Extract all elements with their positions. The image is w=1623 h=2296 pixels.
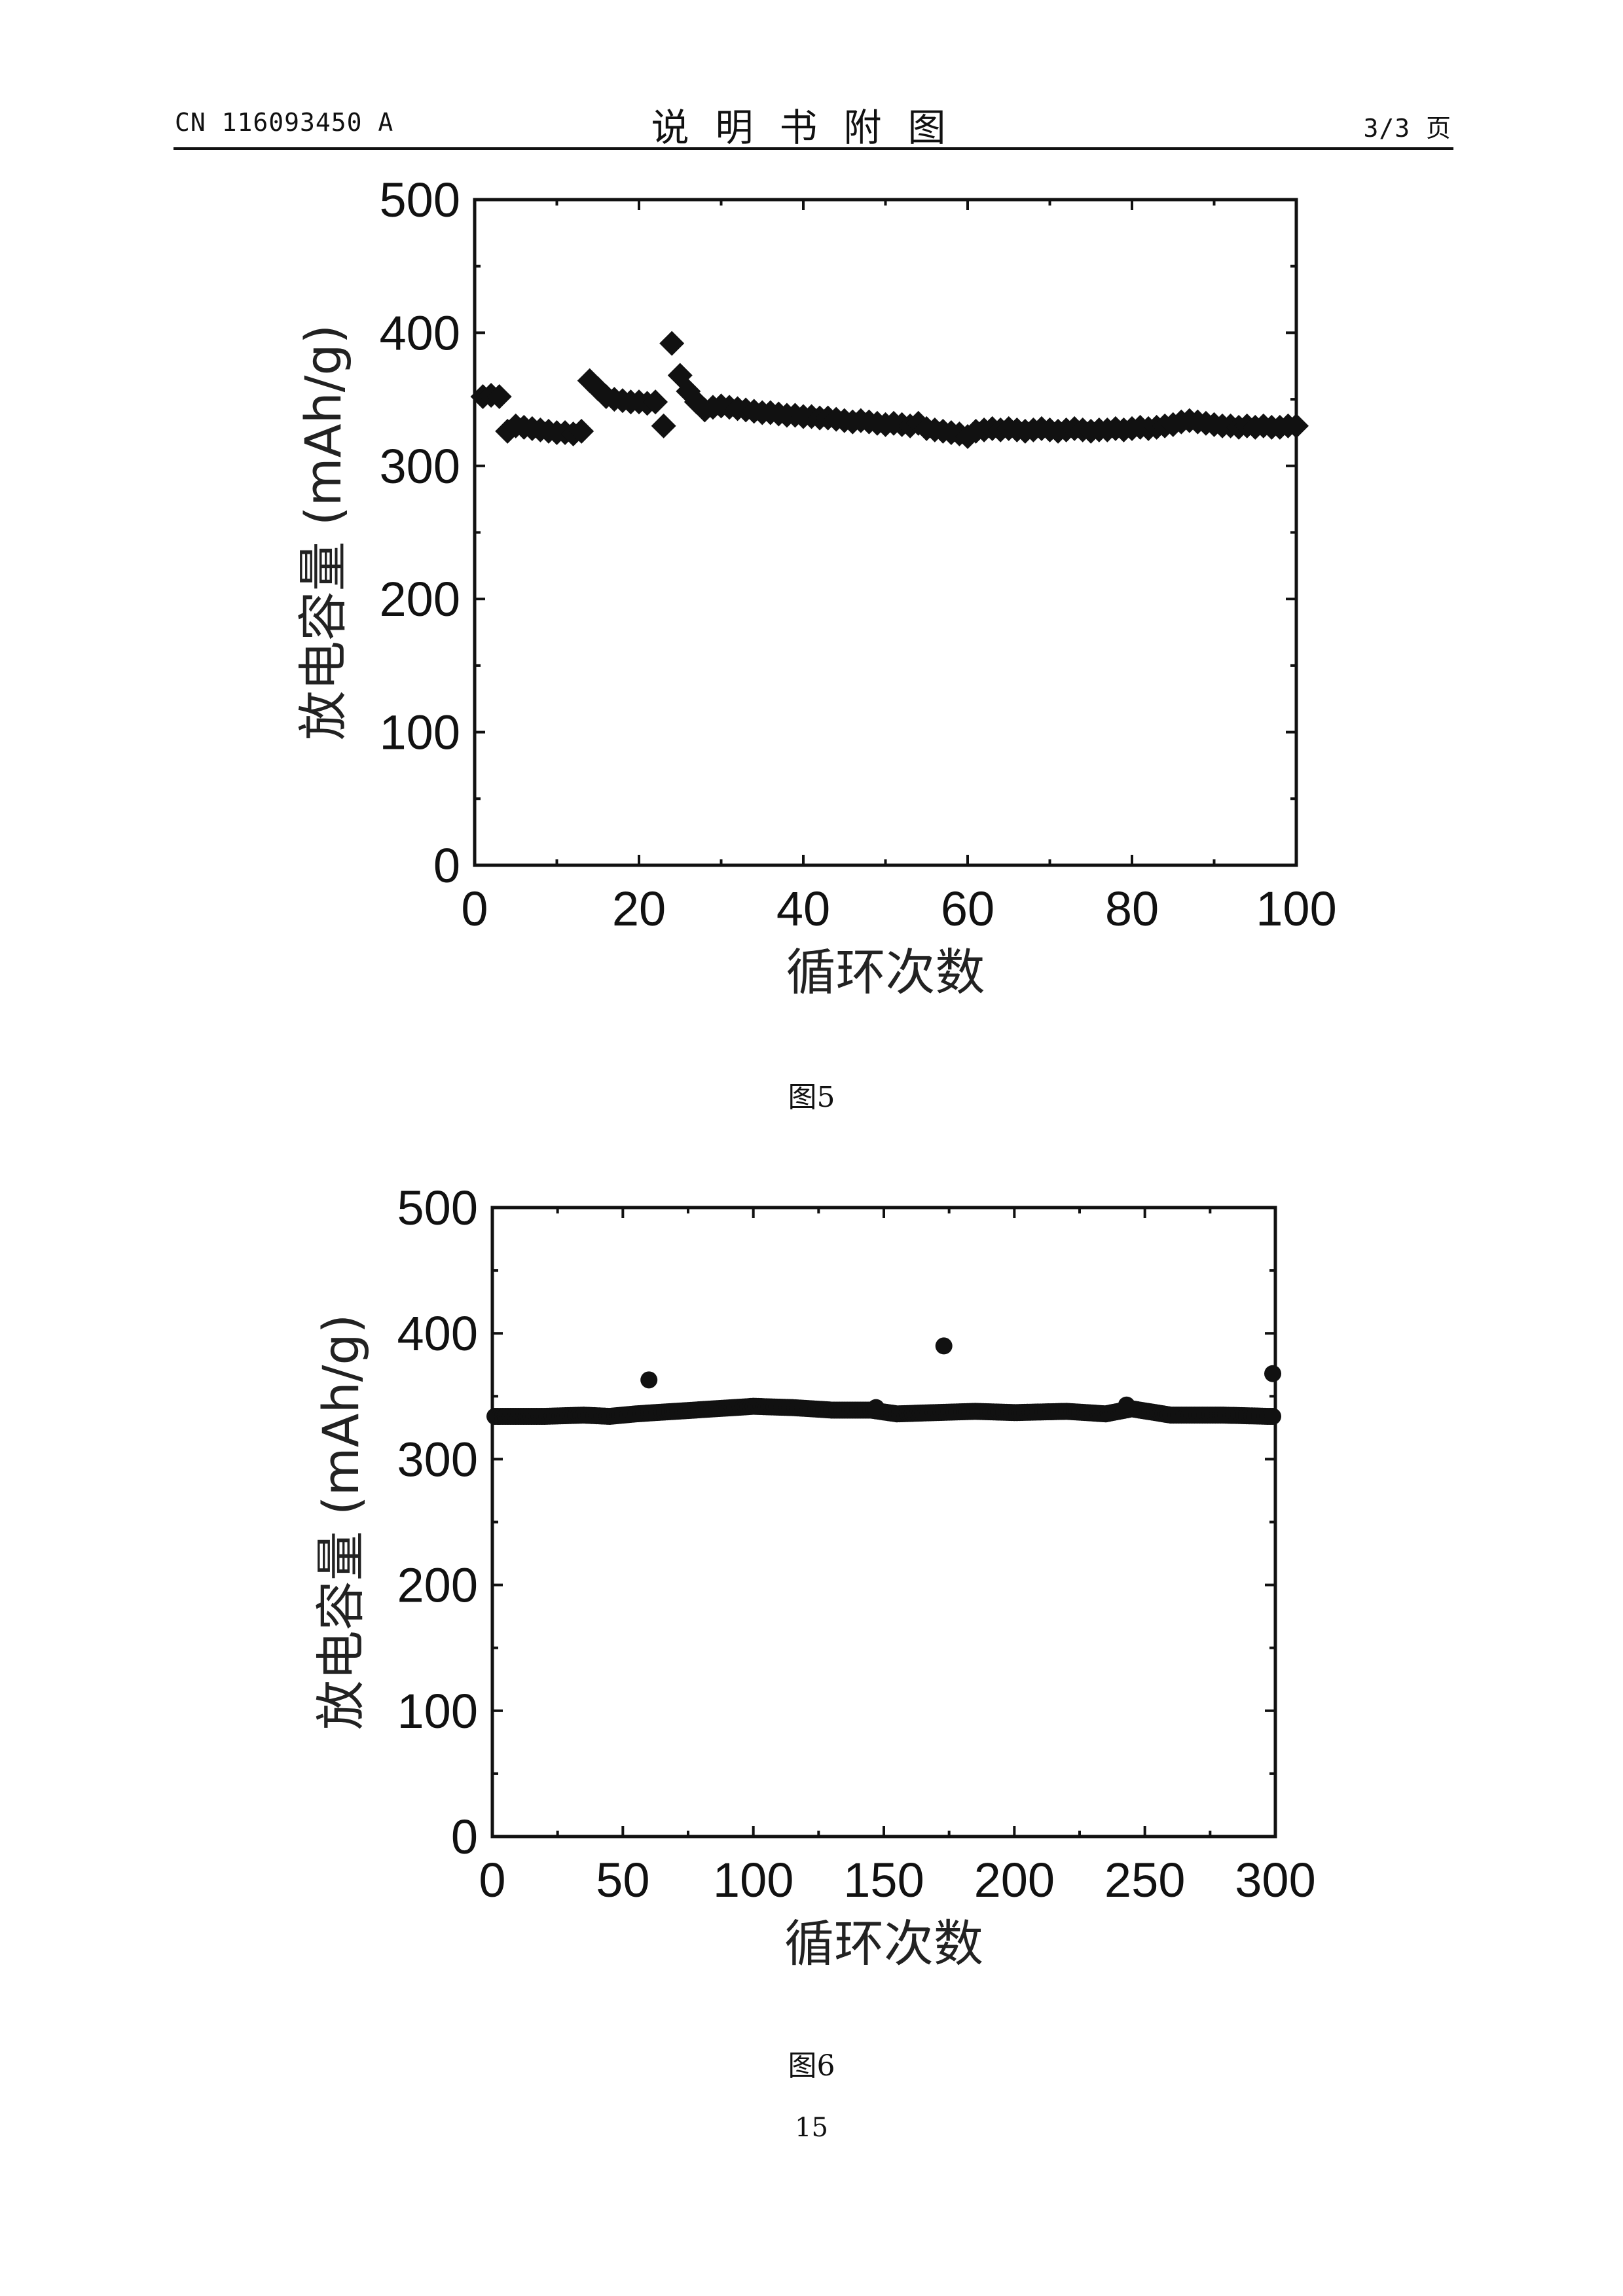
fig6-x-axis-title: 循环次数 bbox=[784, 1914, 983, 1973]
fig5-y-tick-label: 100 bbox=[380, 706, 460, 760]
fig6-y-tick-label: 300 bbox=[397, 1432, 478, 1486]
header-title: 说明书附图 bbox=[651, 105, 972, 150]
fig6-y-tick-label: 400 bbox=[397, 1306, 478, 1361]
figure-6-chart: 0 50 100 150 200 250 300 0 100 200 300 400 500 循环次数 放电… bbox=[312, 1181, 1316, 1973]
fig5-y-tick-label: 200 bbox=[380, 572, 460, 626]
fig5-y-tick-label: 400 bbox=[380, 306, 460, 360]
fig6-x-tick-label: 150 bbox=[843, 1853, 924, 1907]
fig5-data-point bbox=[643, 389, 668, 415]
figure-5-chart: 0 20 40 60 80 100 0 100 200 300 400 500 循环次数 放电容量 (mA… bbox=[294, 173, 1337, 1001]
fig6-y-axis-title: 放电容量 (mAh/g) bbox=[312, 1314, 370, 1731]
fig5-data-point bbox=[651, 413, 676, 439]
fig5-x-tick-label: 60 bbox=[941, 882, 994, 936]
figure-5-caption: 图5 bbox=[788, 1081, 835, 1114]
fig6-y-tick-label: 500 bbox=[397, 1181, 478, 1235]
fig6-y-tick-label: 200 bbox=[397, 1558, 478, 1613]
fig6-data-point bbox=[935, 1337, 953, 1355]
fig5-data-point bbox=[486, 384, 512, 410]
fig6-y-tick-label: 100 bbox=[397, 1684, 478, 1738]
fig6-x-tick-label: 300 bbox=[1235, 1853, 1315, 1907]
fig5-data-point bbox=[569, 418, 594, 444]
fig5-x-tick-label: 0 bbox=[461, 882, 488, 936]
patent-number: CN 116093450 A bbox=[175, 108, 394, 137]
fig6-data-point bbox=[1264, 1408, 1282, 1426]
fig6-data-point bbox=[867, 1399, 885, 1416]
header-rule bbox=[173, 147, 1453, 150]
fig5-x-tick-label: 40 bbox=[776, 882, 830, 936]
fig5-x-tick-label: 20 bbox=[612, 882, 666, 936]
fig5-x-tick-label: 80 bbox=[1105, 882, 1159, 936]
fig6-plot-frame bbox=[490, 1206, 1277, 1839]
fig6-data-point bbox=[640, 1371, 658, 1389]
fig6-x-tick-label: 50 bbox=[596, 1853, 649, 1907]
fig6-x-tick-label: 0 bbox=[479, 1853, 505, 1907]
fig6-x-tick-label: 100 bbox=[713, 1853, 793, 1907]
fig6-data-point bbox=[1118, 1396, 1135, 1414]
fig5-x-tick-label: 100 bbox=[1256, 882, 1336, 936]
fig6-y-tick-label: 0 bbox=[451, 1810, 478, 1864]
page-info: 3/3 页 bbox=[1363, 114, 1451, 143]
fig5-data-point bbox=[1284, 413, 1309, 439]
fig6-data-point bbox=[1264, 1365, 1282, 1382]
fig6-x-tick-label: 200 bbox=[974, 1853, 1055, 1907]
fig5-y-tick-label: 500 bbox=[380, 173, 460, 227]
fig5-y-axis-title: 放电容量 (mAh/g) bbox=[294, 325, 352, 741]
fig5-x-axis-title: 循环次数 bbox=[786, 943, 985, 1001]
fig5-data-point bbox=[659, 331, 685, 356]
page-number: 15 bbox=[795, 2113, 828, 2143]
fig5-y-tick-label: 300 bbox=[380, 439, 460, 493]
fig6-x-tick-label: 250 bbox=[1104, 1853, 1185, 1907]
fig5-y-tick-label: 0 bbox=[433, 838, 460, 893]
figure-6-caption: 图6 bbox=[788, 2049, 835, 2083]
